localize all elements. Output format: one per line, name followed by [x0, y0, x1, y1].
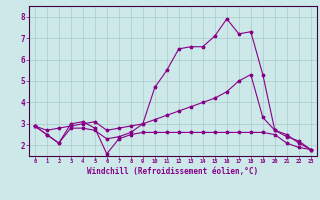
X-axis label: Windchill (Refroidissement éolien,°C): Windchill (Refroidissement éolien,°C)	[87, 167, 258, 176]
